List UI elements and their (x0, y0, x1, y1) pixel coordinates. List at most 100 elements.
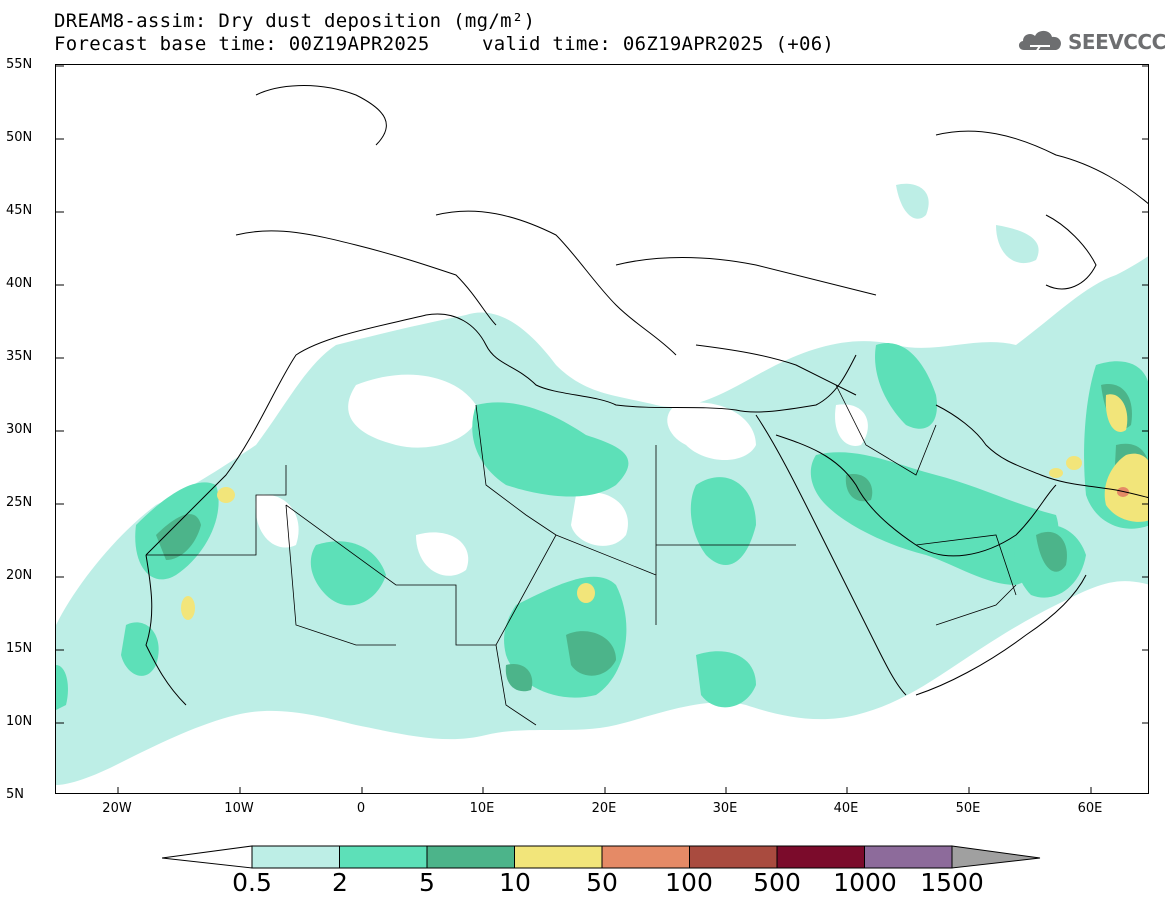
lon-label: 0 (356, 801, 366, 816)
dust-deposition-map (55, 64, 1149, 794)
border (935, 584, 1017, 626)
deposition-level-4 (181, 394, 1148, 620)
lat-label: 10N (6, 714, 33, 729)
deposition-area (696, 651, 756, 708)
forecast-base-time: Forecast base time: 00Z19APR2025 (54, 33, 430, 55)
border (915, 534, 1017, 596)
coastline (235, 230, 497, 326)
deposition-area (875, 343, 937, 429)
deposition-area (1049, 468, 1063, 478)
lat-label: 45N (6, 203, 33, 218)
deposition-level-5 (1117, 487, 1129, 497)
deposition-area (472, 402, 629, 497)
deposition-area (1066, 456, 1082, 470)
colorbar-swatch (339, 845, 428, 869)
colorbar-swatch (426, 845, 515, 869)
coastline (255, 85, 387, 146)
deposition-area (577, 583, 595, 603)
coastline (145, 313, 857, 556)
deposition-area (1105, 394, 1128, 432)
coastline (915, 574, 1087, 696)
colorbar-swatch (864, 845, 953, 869)
coastline (1045, 214, 1097, 290)
colorbar (162, 845, 1041, 869)
lat-label: 50N (6, 130, 33, 145)
coastline (435, 210, 677, 356)
deposition-area (896, 183, 929, 219)
cloud-icon (1018, 30, 1062, 53)
deposition-area (845, 474, 873, 502)
deposition-area (181, 596, 195, 620)
deposition-area (690, 477, 756, 565)
colorbar-swatch (601, 845, 690, 869)
colorbar-label: 500 (753, 868, 801, 897)
lat-label: 35N (6, 349, 33, 364)
lat-label: 40N (6, 276, 33, 291)
deposition-area (310, 541, 386, 606)
lat-label: 15N (6, 641, 33, 656)
map-canvas (56, 65, 1148, 793)
clear-area (348, 374, 478, 448)
colorbar-swatch (514, 845, 603, 869)
deposition-area (505, 664, 533, 692)
lat-label: 25N (6, 495, 33, 510)
colorbar-label: 1500 (920, 868, 984, 897)
border (146, 465, 287, 556)
colorbar-high-arrow (951, 845, 1041, 869)
colorbar-label: 0.5 (232, 868, 272, 897)
lat-label: 20N (6, 568, 33, 583)
clear-area (667, 402, 756, 460)
deposition-area (1036, 531, 1067, 572)
clear-area (416, 532, 469, 576)
clear-area (571, 492, 628, 546)
colorbar-label: 100 (665, 868, 713, 897)
border (285, 504, 657, 646)
colorbar-label: 1000 (833, 868, 897, 897)
lat-label: 55N (6, 57, 33, 72)
borders (146, 384, 1017, 726)
border (835, 384, 937, 476)
seevccc-logo: SEEVCCC (1016, 24, 1165, 58)
colorbar-swatches (251, 845, 953, 869)
valid-time: valid time: 06Z19APR2025 (+06) (482, 33, 835, 55)
clear-areas (255, 374, 868, 576)
graticule (56, 65, 1148, 793)
colorbar-label: 5 (419, 868, 435, 897)
lon-label: 50E (955, 801, 981, 816)
lon-label: 40E (833, 801, 859, 816)
deposition-area (1104, 453, 1148, 522)
colorbar-swatch (251, 845, 340, 869)
coastline (755, 414, 907, 696)
deposition-area (1117, 487, 1129, 497)
deposition-area (996, 225, 1039, 264)
lon-label: 10E (469, 801, 495, 816)
lon-label: 60E (1077, 801, 1103, 816)
lat-label: 5N (6, 787, 24, 802)
lon-label: 20W (102, 801, 132, 816)
deposition-area (56, 665, 68, 710)
lon-label: 10W (224, 801, 254, 816)
deposition-area (566, 631, 616, 676)
deposition-area (810, 452, 1059, 585)
lat-label: 30N (6, 422, 33, 437)
coastline (615, 257, 877, 296)
lon-label: 30E (712, 801, 738, 816)
deposition-area (217, 487, 235, 503)
border (475, 404, 557, 536)
colorbar-label: 10 (499, 868, 531, 897)
border (495, 644, 537, 726)
map-title: DREAM8-assim: Dry dust deposition (mg/m²… (54, 10, 536, 32)
deposition-area (156, 514, 201, 560)
clear-area (255, 494, 299, 548)
clear-area (835, 404, 868, 446)
colorbar-swatch (776, 845, 865, 869)
colorbar-label: 50 (586, 868, 618, 897)
border (285, 504, 396, 646)
colorbar-low-arrow (162, 845, 253, 869)
colorbar-label: 2 (332, 868, 348, 897)
deposition-area (121, 622, 159, 676)
coastline (935, 130, 1148, 205)
logo-text: SEEVCCC (1068, 30, 1165, 54)
coastline (145, 554, 187, 706)
colorbar-swatch (689, 845, 778, 869)
